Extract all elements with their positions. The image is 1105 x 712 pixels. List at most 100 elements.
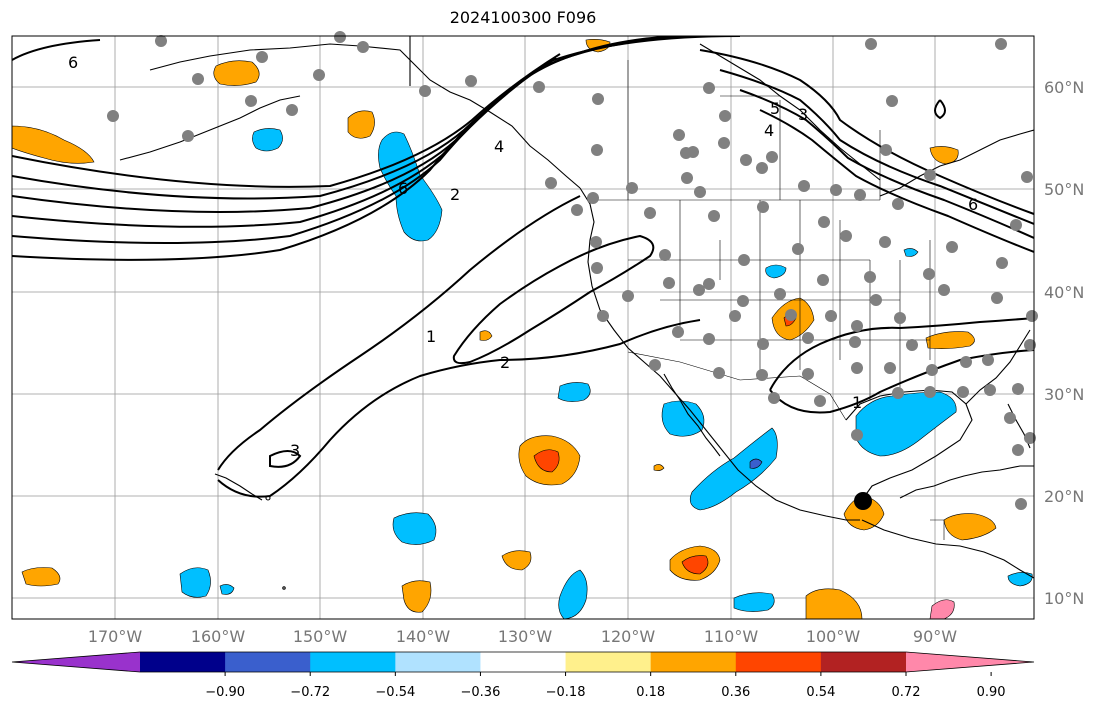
station-dot	[892, 387, 904, 399]
station-dot	[756, 162, 768, 174]
colorbar-segment	[140, 652, 226, 672]
colorbar-extend-low	[12, 652, 140, 672]
station-dot	[924, 386, 936, 398]
figure-title: 2024100300 F096	[449, 8, 597, 27]
colorbar-segment	[565, 652, 652, 672]
station-dot	[892, 198, 904, 210]
station-dot	[192, 73, 204, 85]
station-dot	[533, 81, 545, 93]
station-dot	[703, 82, 715, 94]
station-dot	[694, 186, 706, 198]
station-dot	[880, 144, 892, 156]
station-dot	[256, 51, 268, 63]
station-dot	[757, 338, 769, 350]
colorbar-tick-label: −0.90	[205, 685, 245, 700]
station-dot	[756, 369, 768, 381]
station-dot	[1024, 339, 1036, 351]
station-dot	[830, 184, 842, 196]
station-dot	[592, 93, 604, 105]
station-dot	[766, 151, 778, 163]
station-dot	[590, 236, 602, 248]
colorbar: −0.90 −0.72 −0.54 −0.36 −0.18 0.18 0.36 0.54 0.7…	[11, 651, 1035, 700]
station-dot	[681, 172, 693, 184]
lat-label: 10°N	[1044, 589, 1084, 608]
station-dot	[851, 362, 863, 374]
neg-anomaly-baja-2	[689, 427, 778, 511]
latitude-labels: 60°N 50°N 40°N 30°N 20°N 10°N	[1044, 78, 1084, 608]
colorbar-tick-label: −0.72	[290, 685, 330, 700]
station-dot	[313, 69, 325, 81]
neg-anomaly-baja-1	[661, 400, 705, 437]
station-dot	[840, 230, 852, 242]
neg-anomaly-small-2	[1007, 572, 1033, 587]
station-dot	[884, 362, 896, 374]
station-dot	[155, 35, 167, 47]
contour-labels: 6 6 2 4 3 4 5 6 1 2 3 1	[68, 53, 978, 460]
station-dot	[851, 429, 863, 441]
lat-label: 50°N	[1044, 180, 1084, 199]
lon-label: 90°W	[913, 627, 957, 646]
station-dot	[923, 268, 935, 280]
graticule	[12, 36, 1034, 619]
station-dot	[879, 236, 891, 248]
contour-label: 4	[494, 137, 504, 156]
station-dot	[886, 95, 898, 107]
lat-label: 20°N	[1044, 487, 1084, 506]
station-dot	[854, 189, 866, 201]
station-dot	[703, 333, 715, 345]
station-dot	[626, 182, 638, 194]
pos-anomaly-pacific-sm-5	[929, 599, 955, 619]
station-dot	[708, 210, 720, 222]
shaded-anomalies	[12, 39, 1033, 619]
station-dot	[864, 271, 876, 283]
station-dot	[774, 288, 786, 300]
colorbar-tick-label: −0.36	[461, 685, 501, 700]
station-dot	[817, 274, 829, 286]
lon-label: 110°W	[704, 627, 759, 646]
station-dot	[1012, 444, 1024, 456]
contour-label: 6	[68, 53, 78, 72]
pos-anomaly-southeast	[925, 331, 975, 349]
contour-label: 5	[770, 99, 780, 118]
contour-label: 4	[764, 121, 774, 140]
pos-anomaly-pacific-sm-7	[653, 464, 665, 471]
station-dot	[924, 169, 936, 181]
colorbar-extend-high	[906, 652, 1034, 672]
station-dot	[419, 85, 431, 97]
colorbar-segment	[225, 652, 311, 672]
station-dot	[995, 38, 1007, 50]
station-dot	[946, 241, 958, 253]
station-dot	[996, 257, 1008, 269]
lat-label: 40°N	[1044, 283, 1084, 302]
colorbar-tick-label: 0.36	[721, 685, 750, 700]
lat-label: 60°N	[1044, 78, 1084, 97]
station-dot	[1010, 219, 1022, 231]
station-dot	[663, 277, 675, 289]
contour-label: 6	[398, 179, 408, 198]
station-dot	[1012, 383, 1024, 395]
colorbar-tick-label: 0.18	[636, 685, 665, 700]
station-dot	[591, 144, 603, 156]
station-dot	[1004, 412, 1016, 424]
pos-anomaly-hawaii-east-core	[533, 449, 560, 473]
neg-anomaly-pacific-1	[557, 382, 591, 402]
station-dot	[286, 104, 298, 116]
station-dot	[571, 204, 583, 216]
pos-anomaly-north-pacific-west	[12, 125, 95, 164]
station-dot	[984, 384, 996, 396]
neg-anomaly-small-1	[765, 264, 787, 279]
station-dot	[718, 137, 730, 149]
colorbar-segment	[820, 652, 907, 672]
colorbar-outline	[11, 651, 1035, 673]
colorbar-segment	[395, 652, 481, 672]
lat-label: 30°N	[1044, 385, 1084, 404]
station-dot	[991, 292, 1003, 304]
station-points	[107, 31, 1038, 510]
neg-anomaly-small-4	[903, 248, 919, 257]
highlight-marker	[854, 492, 872, 510]
map-frame	[11, 35, 1035, 620]
station-dot	[693, 284, 705, 296]
contour-lines	[12, 36, 1034, 498]
colorbar-segment	[310, 652, 396, 672]
